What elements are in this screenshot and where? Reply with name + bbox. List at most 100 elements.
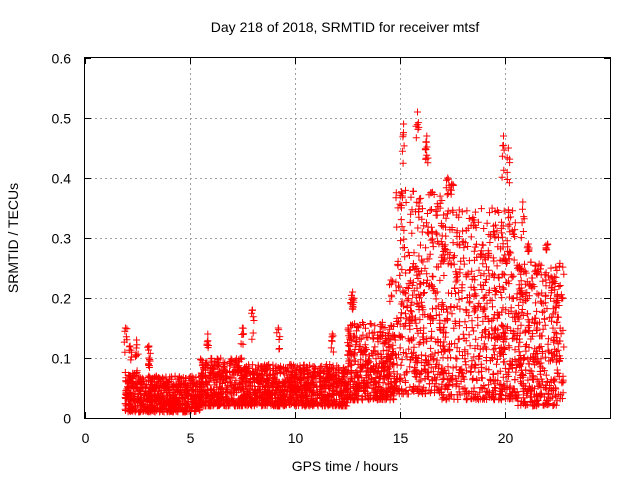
data-point — [434, 349, 442, 356]
data-point — [351, 391, 359, 399]
data-point — [460, 260, 468, 268]
data-point — [499, 304, 507, 312]
data-point — [418, 256, 426, 264]
data-point — [466, 342, 474, 350]
data-point — [415, 306, 423, 314]
data-point — [163, 397, 171, 405]
data-point — [273, 329, 281, 337]
data-point — [372, 377, 380, 385]
data-point — [204, 330, 212, 338]
data-point — [478, 286, 486, 293]
tick-labels: 0 5 10 15 20 0 0.1 0.2 0.3 0.4 0.5 0.6 — [52, 51, 514, 447]
data-point — [179, 407, 187, 415]
data-point — [275, 393, 283, 401]
data-point — [432, 229, 440, 237]
data-point — [206, 374, 214, 382]
data-point — [445, 382, 453, 390]
data-point — [460, 244, 468, 252]
data-point — [408, 312, 416, 320]
data-point — [133, 351, 141, 359]
data-point — [466, 291, 473, 299]
data-point — [209, 374, 217, 382]
data-point — [439, 369, 447, 376]
data-point — [299, 370, 307, 378]
data-point — [458, 365, 466, 373]
data-point — [274, 364, 282, 371]
data-point — [510, 230, 518, 238]
data-point — [433, 356, 441, 364]
data-point — [477, 281, 485, 289]
data-point — [243, 393, 251, 401]
data-point — [333, 401, 341, 409]
data-point — [509, 207, 517, 215]
data-point — [420, 289, 428, 296]
data-point — [397, 314, 405, 322]
data-point — [521, 342, 529, 350]
data-point — [157, 375, 165, 383]
data-point — [203, 340, 211, 348]
data-point — [386, 297, 394, 305]
data-point — [524, 295, 532, 303]
data-point — [489, 346, 497, 354]
data-point — [438, 241, 446, 249]
data-point — [181, 381, 189, 389]
data-point — [489, 270, 497, 278]
data-point — [331, 370, 339, 378]
data-point — [386, 362, 394, 370]
data-point — [522, 347, 530, 355]
data-point — [469, 374, 477, 382]
data-point — [533, 324, 541, 332]
data-point — [451, 285, 459, 292]
data-point — [486, 296, 494, 304]
data-point — [531, 401, 539, 409]
data-point — [440, 248, 447, 255]
data-point — [378, 395, 386, 403]
data-point — [439, 391, 447, 399]
data-point — [476, 352, 484, 360]
data-point — [401, 289, 409, 297]
data-point — [350, 396, 358, 404]
data-point — [547, 264, 555, 272]
data-point — [444, 260, 452, 268]
data-point — [384, 370, 392, 378]
data-point — [351, 320, 359, 328]
data-point — [544, 389, 552, 397]
data-point — [148, 402, 156, 410]
data-point — [495, 274, 503, 282]
data-point — [548, 283, 556, 291]
data-point — [407, 193, 415, 201]
data-point — [249, 329, 257, 337]
data-point — [532, 398, 540, 405]
data-point — [425, 361, 433, 368]
data-point — [221, 378, 229, 386]
data-point — [473, 377, 481, 384]
data-point — [319, 374, 327, 382]
data-point — [347, 373, 355, 381]
data-point — [476, 388, 484, 396]
data-point — [281, 382, 289, 390]
data-point — [303, 392, 311, 400]
data-point — [433, 200, 441, 208]
data-point — [419, 258, 427, 266]
data-point — [500, 382, 508, 390]
data-point — [397, 216, 405, 224]
data-point — [356, 342, 364, 350]
data-point — [530, 352, 537, 360]
data-point — [541, 292, 549, 300]
data-point — [503, 168, 511, 176]
data-point — [518, 306, 526, 313]
data-point — [384, 371, 391, 379]
data-point — [151, 392, 159, 400]
data-point — [269, 397, 277, 405]
data-point — [490, 228, 498, 235]
data-point — [484, 334, 492, 342]
data-point — [438, 299, 446, 307]
data-point — [418, 298, 425, 306]
data-point — [347, 300, 355, 308]
data-point — [433, 288, 441, 296]
data-point — [249, 399, 256, 407]
data-point — [220, 362, 228, 370]
data-point — [466, 298, 474, 306]
data-point — [477, 205, 485, 213]
data-point — [392, 278, 400, 286]
